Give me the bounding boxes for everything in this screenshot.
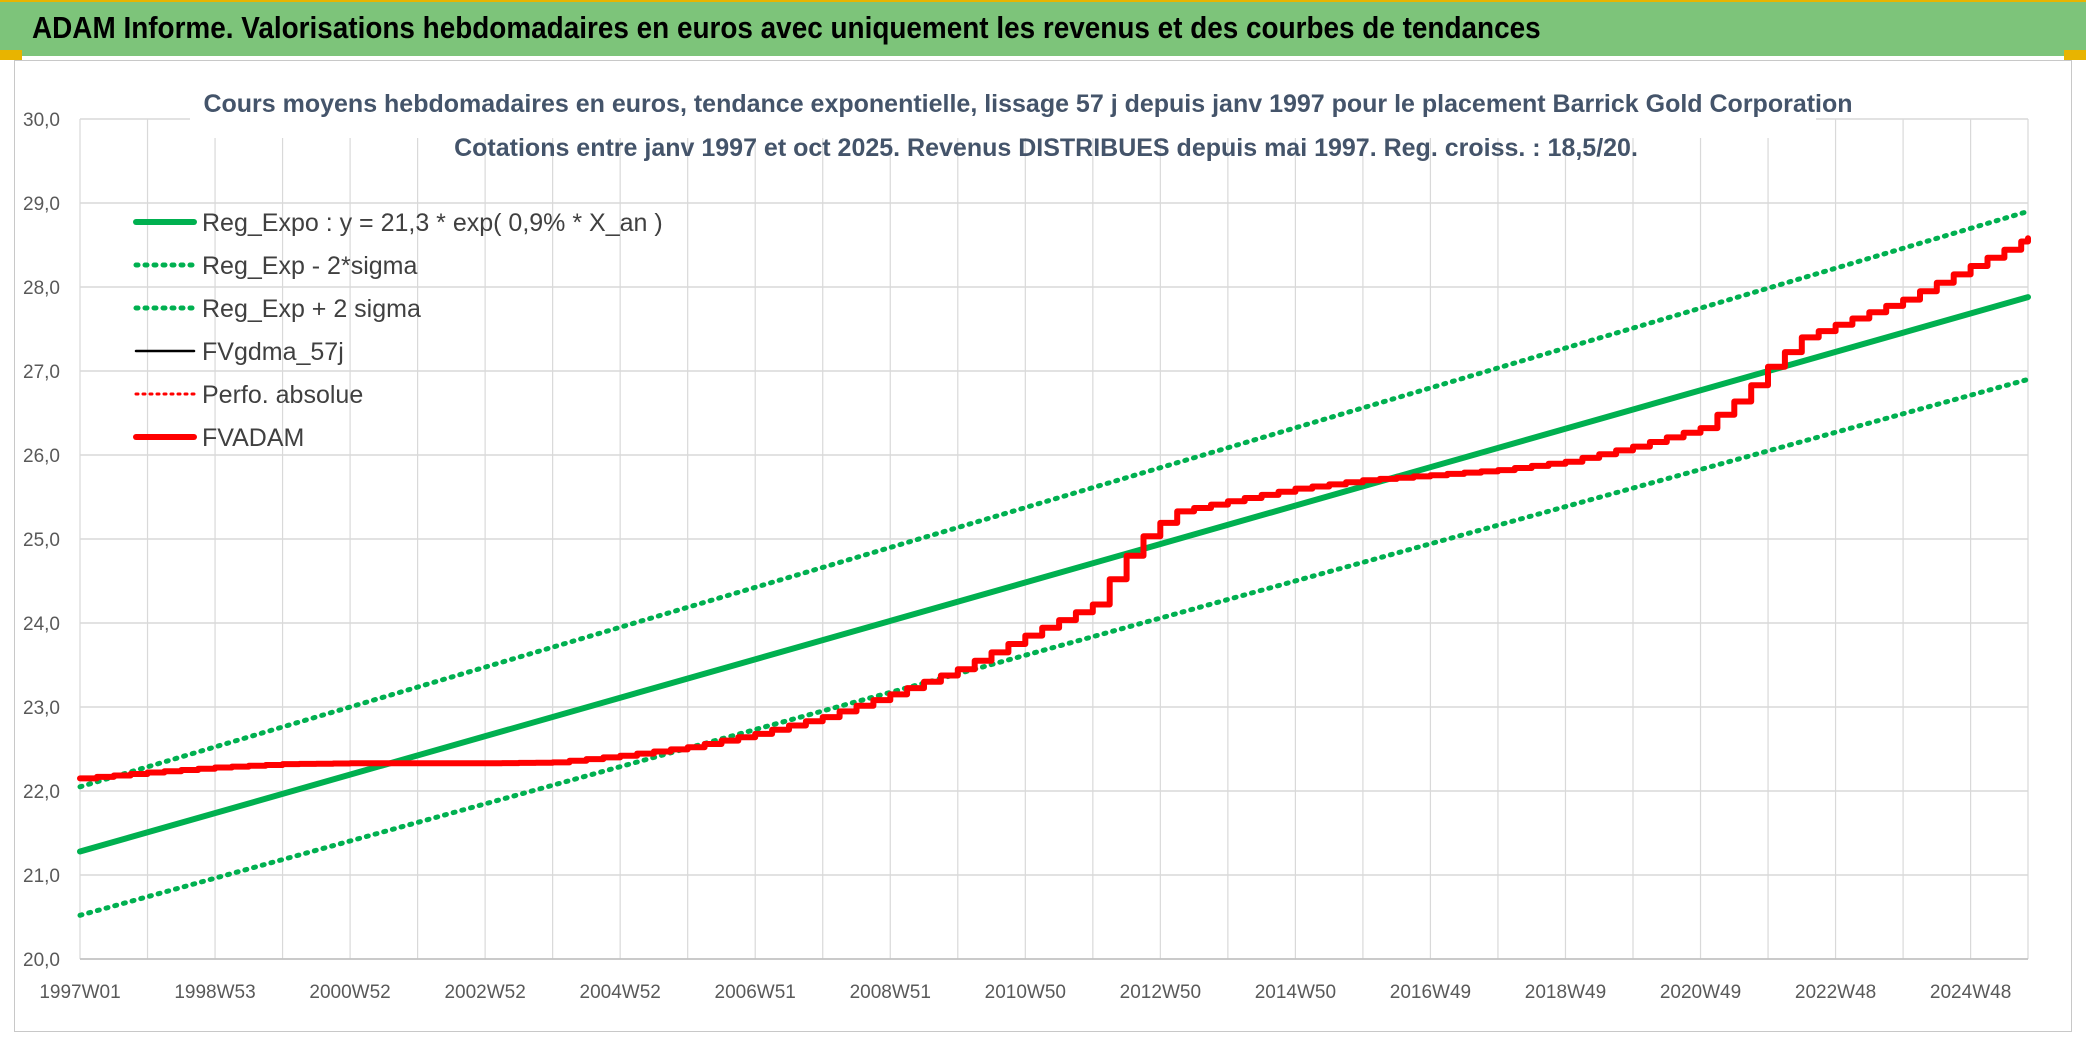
x-tick-label: 2004W52	[580, 982, 661, 1003]
x-tick-label: 2020W49	[1660, 982, 1741, 1003]
page-title: ADAM Informe. Valorisations hebdomadaire…	[32, 10, 1541, 45]
x-axis-ticks: 1997W01 1998W53 2000W52 2002W52 2004W52 2006W…	[39, 982, 2011, 1003]
y-tick-label: 23,0	[23, 698, 60, 719]
y-tick-label: 22,0	[23, 782, 60, 803]
legend-label: Reg_Exp - 2*sigma	[202, 252, 417, 280]
y-tick-label: 21,0	[23, 866, 60, 887]
legend-label: Reg_Expo : y = 21,3 * exp( 0,9% * X_an )	[202, 209, 663, 237]
y-tick-label: 26,0	[23, 446, 60, 467]
x-tick-label: 2022W48	[1795, 982, 1876, 1003]
chart-subtitle: Cotations entre janv 1997 et oct 2025. R…	[454, 134, 1638, 162]
x-tick-label: 2002W52	[444, 982, 525, 1003]
banner-corner-right	[2064, 50, 2086, 60]
x-tick-label: 1998W53	[174, 982, 255, 1003]
chart-frame	[14, 60, 2072, 1032]
series-line-dotted-green	[77, 376, 2031, 918]
x-tick-label: 2000W52	[309, 982, 390, 1003]
series-line-dotted-green	[77, 208, 2031, 790]
series-lines	[77, 208, 2031, 918]
banner-corner-left	[0, 50, 22, 60]
legend-label: Perfo. absolue	[202, 381, 363, 409]
x-tick-label: 2014W50	[1255, 982, 1336, 1003]
x-tick-label: 2012W50	[1120, 982, 1201, 1003]
x-tick-label: 2016W49	[1390, 982, 1471, 1003]
series-line-solid-green	[77, 294, 2031, 855]
x-tick-label: 2006W51	[715, 982, 796, 1003]
x-tick-label: 2018W49	[1525, 982, 1606, 1003]
header-banner: ADAM Informe. Valorisations hebdomadaire…	[0, 0, 2086, 56]
y-tick-label: 28,0	[23, 278, 60, 299]
chart-title: Cours moyens hebdomadaires en euros, ten…	[203, 90, 1852, 118]
x-tick-label: 2024W48	[1930, 982, 2011, 1003]
y-tick-label: 24,0	[23, 614, 60, 635]
x-tick-label: 1997W01	[39, 982, 120, 1003]
y-tick-label: 25,0	[23, 530, 60, 551]
y-tick-label: 20,0	[23, 950, 60, 971]
chart-grid	[79, 118, 2029, 960]
y-tick-label: 30,0	[23, 110, 60, 131]
legend-label: FVADAM	[202, 424, 304, 452]
legend-label: FVgdma_57j	[202, 338, 344, 366]
y-tick-label: 29,0	[23, 194, 60, 215]
x-tick-label: 2008W51	[850, 982, 931, 1003]
y-tick-label: 27,0	[23, 362, 60, 383]
chart-legend: Reg_Expo : y = 21,3 * exp( 0,9% * X_an )…	[133, 209, 663, 452]
y-axis-ticks: 20,0 21,0 22,0 23,0 24,0 25,0 26,0 27,0 28,0 29,0…	[23, 110, 60, 971]
x-tick-label: 2010W50	[985, 982, 1066, 1003]
legend-label: Reg_Exp + 2 sigma	[202, 295, 421, 323]
title-background	[190, 78, 1816, 138]
series-line-solid-red	[77, 235, 2031, 782]
